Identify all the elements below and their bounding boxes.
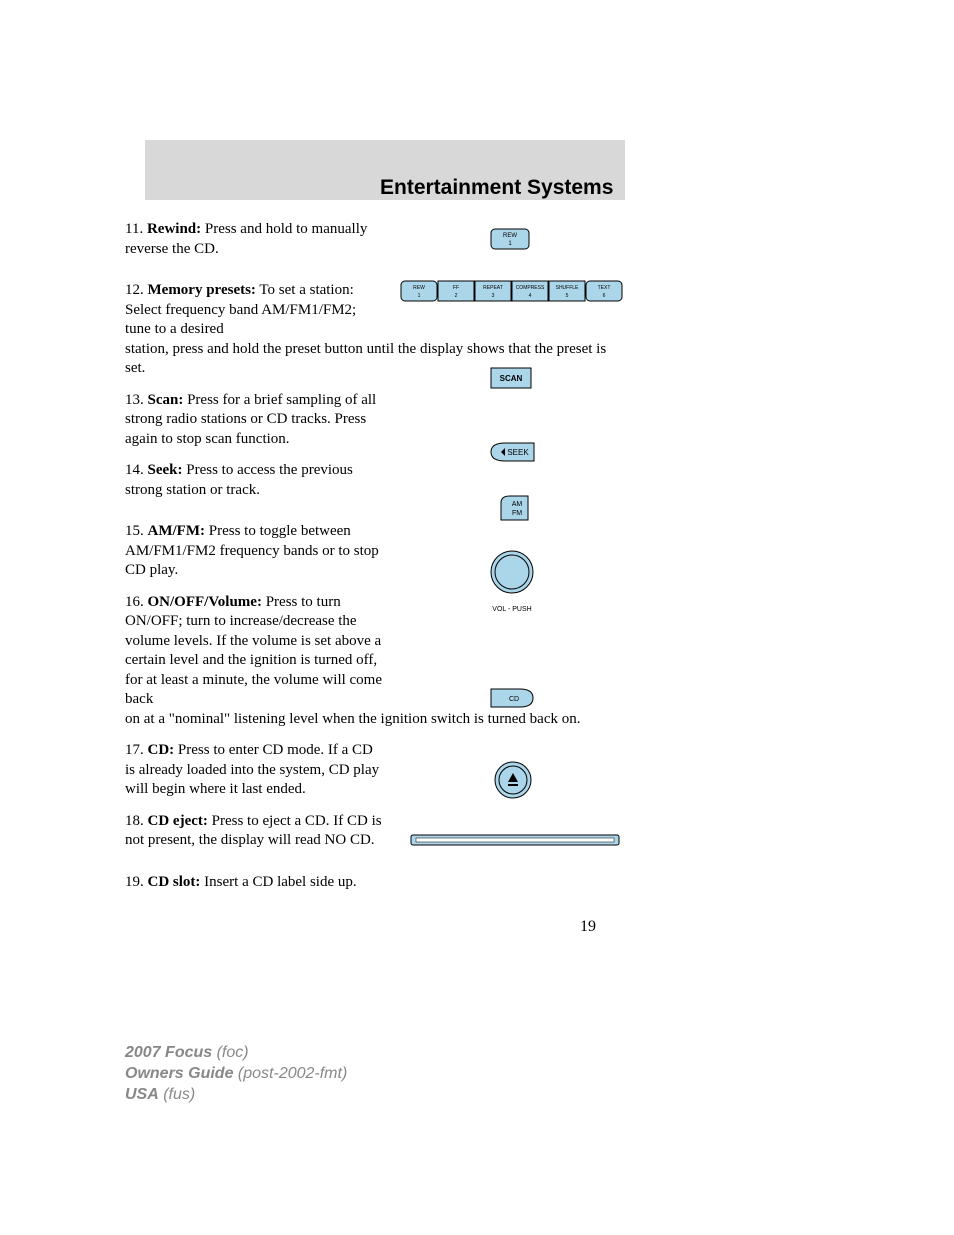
amfm-top: AM bbox=[512, 501, 523, 508]
item-number: 18. bbox=[125, 813, 144, 829]
item-number: 11. bbox=[125, 221, 143, 237]
amfm-bottom: FM bbox=[512, 510, 522, 517]
page-title: Entertainment Systems bbox=[380, 176, 613, 200]
cd-label: CD bbox=[509, 696, 519, 703]
seek-button-diagram: SEEK bbox=[490, 442, 536, 462]
item-label: AM/FM: bbox=[148, 523, 205, 539]
item-label: Seek: bbox=[148, 462, 183, 478]
footer-region: USA bbox=[125, 1086, 159, 1103]
item-continuation: station, press and hold the preset butto… bbox=[125, 340, 630, 379]
rew-top-label: REW bbox=[503, 233, 517, 239]
item-text: Press to turn ON/OFF; turn to increase/d… bbox=[125, 594, 382, 708]
page-number: 19 bbox=[580, 918, 596, 936]
amfm-button-diagram: AM FM bbox=[500, 495, 530, 521]
instruction-item: 15. AM/FM: Press to toggle between AM/FM… bbox=[125, 522, 630, 581]
preset-label: REW bbox=[413, 285, 425, 291]
volume-knob-diagram: VOL - PUSH bbox=[485, 549, 540, 614]
instruction-item: 16. ON/OFF/Volume: Press to turn ON/OFF;… bbox=[125, 593, 630, 730]
item-label: CD eject: bbox=[148, 813, 208, 829]
scan-label: SCAN bbox=[500, 374, 523, 383]
instruction-item: 11. Rewind: Press and hold to manually r… bbox=[125, 220, 630, 259]
item-number: 17. bbox=[125, 742, 144, 758]
cd-button-diagram: CD bbox=[490, 688, 534, 708]
footer-guide: Owners Guide bbox=[125, 1065, 233, 1082]
instruction-item: 19. CD slot: Insert a CD label side up. bbox=[125, 873, 630, 893]
preset-num: 2 bbox=[455, 293, 458, 299]
item-label: CD slot: bbox=[148, 874, 201, 890]
content-column: 11. Rewind: Press and hold to manually r… bbox=[125, 220, 630, 904]
item-number: 16. bbox=[125, 594, 144, 610]
item-number: 13. bbox=[125, 392, 144, 408]
item-text: Insert a CD label side up. bbox=[200, 874, 356, 890]
preset-row-diagram: REW 1 FF 2 REPEAT 3 COMPRESS 4 SHUFFLE 5… bbox=[400, 280, 625, 302]
item-label: ON/OFF/Volume: bbox=[148, 594, 262, 610]
preset-label: COMPRESS bbox=[516, 285, 545, 291]
item-label: Memory presets: bbox=[148, 282, 256, 298]
footer-fmt: (post-2002-fmt) bbox=[233, 1065, 347, 1082]
item-continuation: on at a "nominal" listening level when t… bbox=[125, 710, 630, 730]
seek-label: SEEK bbox=[507, 448, 529, 457]
footer-model: 2007 Focus bbox=[125, 1044, 212, 1061]
item-number: 14. bbox=[125, 462, 144, 478]
rew-button-diagram: REW 1 bbox=[490, 228, 530, 250]
instruction-item: 14. Seek: Press to access the previous s… bbox=[125, 461, 630, 500]
item-label: Rewind: bbox=[147, 221, 201, 237]
instruction-item: 17. CD: Press to enter CD mode. If a CD … bbox=[125, 741, 630, 800]
preset-label: FF bbox=[453, 285, 459, 291]
preset-num: 3 bbox=[492, 293, 495, 299]
item-number: 19. bbox=[125, 874, 144, 890]
preset-label: SHUFFLE bbox=[556, 285, 579, 291]
item-number: 15. bbox=[125, 523, 144, 539]
footer: 2007 Focus (foc) Owners Guide (post-2002… bbox=[125, 1043, 347, 1105]
preset-num: 6 bbox=[603, 293, 606, 299]
vol-label: VOL - PUSH bbox=[492, 606, 531, 613]
preset-label: TEXT bbox=[598, 285, 611, 291]
preset-num: 5 bbox=[566, 293, 569, 299]
item-label: Scan: bbox=[148, 392, 184, 408]
footer-region-code: (fus) bbox=[159, 1086, 195, 1103]
footer-code: (foc) bbox=[212, 1044, 248, 1061]
scan-button-diagram: SCAN bbox=[490, 367, 532, 389]
instruction-item: 13. Scan: Press for a brief sampling of … bbox=[125, 391, 630, 450]
cd-slot-diagram bbox=[410, 834, 620, 848]
preset-num: 4 bbox=[529, 293, 532, 299]
item-label: CD: bbox=[148, 742, 175, 758]
preset-num: 1 bbox=[418, 293, 421, 299]
item-number: 12. bbox=[125, 282, 144, 298]
preset-label: REPEAT bbox=[483, 285, 503, 291]
eject-button-diagram bbox=[493, 760, 533, 800]
